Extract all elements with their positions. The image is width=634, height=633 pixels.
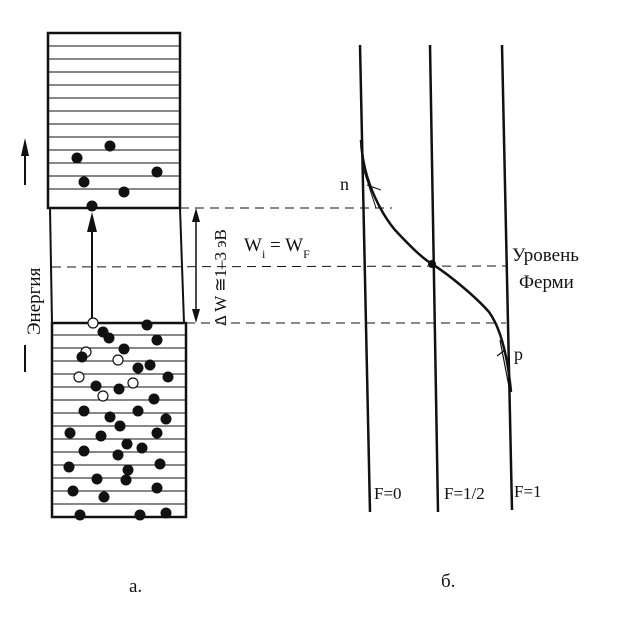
electron-dot [67, 485, 79, 497]
electron-dot [64, 427, 76, 439]
gap-right-edge [179, 207, 185, 324]
label-f1: F=1 [514, 482, 542, 501]
electron-dot [151, 334, 163, 346]
energy-arrowhead [21, 138, 29, 156]
electron-dot [148, 393, 160, 405]
electron-dot [90, 380, 102, 392]
electron-dot [151, 427, 163, 439]
curve-hatch-top [361, 164, 382, 209]
hole-dot [97, 390, 109, 402]
gap-width-label: Δ W ≅1–3 эВ [211, 229, 230, 326]
fermi-level-label-line2: Ферми [519, 272, 574, 293]
electron-dot [78, 445, 90, 457]
electron-dot [118, 343, 130, 355]
fermi-level-label-line1: Уровень [512, 245, 579, 266]
electron-dot [74, 509, 86, 521]
label-p: p [514, 344, 523, 364]
excitation-arrowhead [87, 212, 97, 232]
hole-dot [87, 317, 99, 329]
electron-dot [91, 473, 103, 485]
charge-carriers [63, 140, 174, 521]
electron-dot [120, 474, 132, 486]
electron-dot [118, 186, 130, 198]
electron-dot [121, 438, 133, 450]
electron-dot [144, 359, 156, 371]
hole-dot [127, 377, 139, 389]
electron-dot [154, 458, 166, 470]
conduction-band [46, 31, 182, 210]
line-f0 [358, 44, 372, 513]
electron-dot [103, 332, 115, 344]
gap-left-edge [49, 207, 53, 324]
electron-dot [113, 383, 125, 395]
electron-dot [151, 482, 163, 494]
curve-hatch-bottom [496, 339, 511, 393]
electron-dot [114, 420, 126, 432]
label-n: n [340, 174, 349, 194]
electron-dot [112, 449, 124, 461]
label-fhalf: F=1/2 [444, 484, 485, 503]
electron-dot [104, 411, 116, 423]
electron-dot [162, 371, 174, 383]
electron-dot [136, 442, 148, 454]
electron-dot [151, 166, 163, 178]
hole-dot [112, 354, 124, 366]
panel-label-b: б. [441, 571, 455, 592]
line-f1 [500, 44, 514, 511]
electron-dot [86, 200, 98, 212]
occupancy-panel [358, 44, 514, 513]
label-f0: F=0 [374, 484, 402, 503]
line-fhalf [428, 44, 440, 513]
electron-dot [71, 152, 83, 164]
hole-dot [73, 371, 85, 383]
valence-band-hatching [53, 334, 185, 505]
fermi-level-point [428, 260, 436, 268]
electron-dot [160, 413, 172, 425]
conduction-band-hatching [49, 45, 179, 190]
band-diagram-panel [46, 31, 188, 519]
electron-dot [104, 140, 116, 152]
electron-dot [160, 507, 172, 519]
electron-dot [95, 430, 107, 442]
electron-dot [78, 176, 90, 188]
energy-level-lines [51, 207, 509, 324]
electron-dot [122, 464, 134, 476]
valence-band [50, 321, 188, 519]
electron-dot [63, 461, 75, 473]
electron-dot [76, 351, 88, 363]
gap-width-indicator [192, 208, 200, 323]
fermi-level-equation: Wi = WF [244, 235, 310, 261]
electron-dot [78, 405, 90, 417]
electron-dot [132, 362, 144, 374]
electron-dot [141, 319, 153, 331]
energy-axis [21, 138, 29, 372]
fermi-level-line [51, 265, 509, 268]
electron-dot [132, 405, 144, 417]
panel-label-a: а. [129, 576, 142, 597]
electron-dot [134, 509, 146, 521]
energy-axis-label: Энергия [24, 267, 45, 335]
electron-dot [98, 491, 110, 503]
